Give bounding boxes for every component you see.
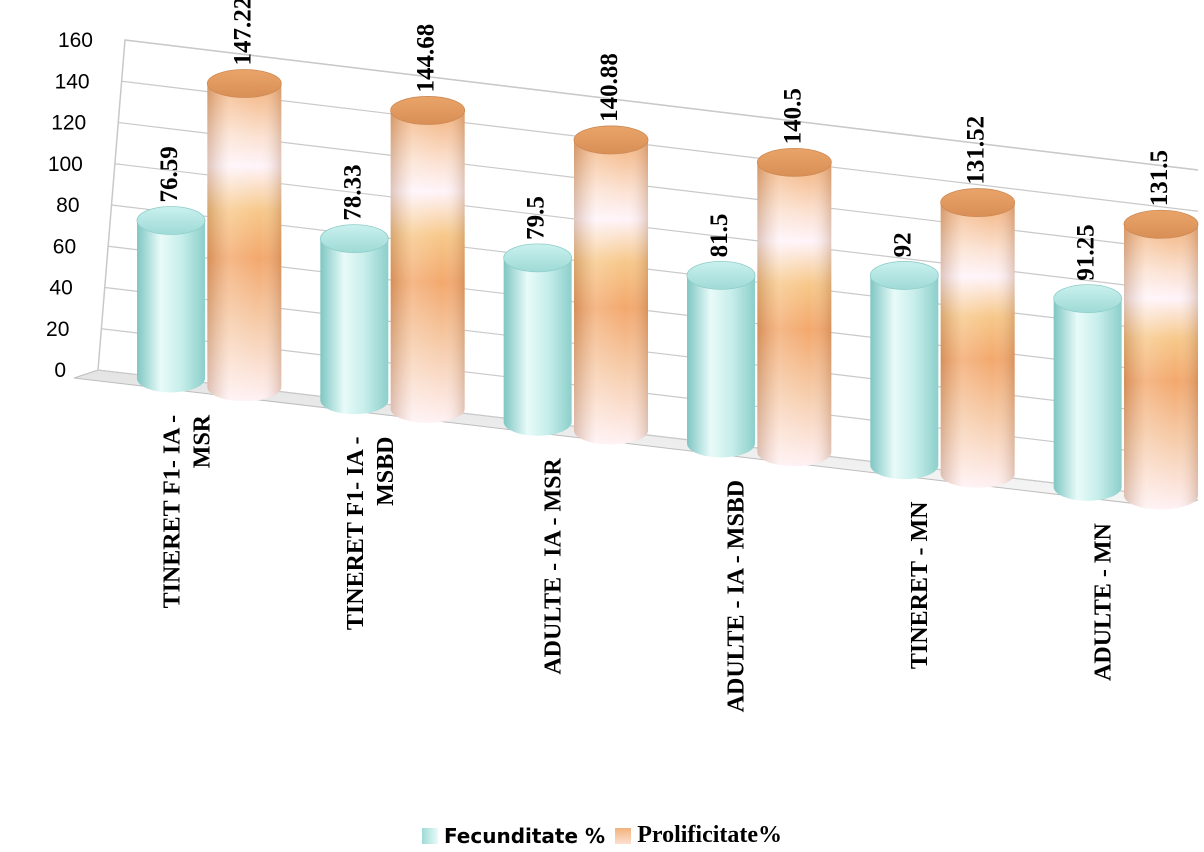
gridline	[101, 328, 1199, 460]
bar-fecunditate	[136, 206, 206, 393]
y-tick-label: 140	[55, 70, 90, 93]
value-label-fecunditate: 91.25	[1073, 224, 1100, 280]
category-label: ADULTE - IA - MSBD	[724, 480, 750, 713]
bar-fecunditate	[319, 224, 389, 415]
legend-label-prolificitate: Prolificitate%	[637, 822, 783, 848]
value-label-prolificitate: 140.88	[596, 53, 623, 122]
y-tick-label: 120	[51, 112, 86, 135]
gridline	[104, 286, 1199, 419]
gridline	[118, 121, 1199, 254]
y-tick-label: 80	[56, 194, 79, 217]
gridline	[124, 39, 1199, 171]
category-label: TINERET F1- IA -	[343, 436, 369, 630]
value-label-prolificitate: 147.22	[229, 0, 256, 66]
gridline	[108, 245, 1199, 377]
bar-prolificitate	[756, 147, 832, 467]
category-label: MSBD	[373, 437, 399, 506]
y-tick-label: 20	[46, 318, 69, 341]
value-label-fecunditate: 78.33	[339, 164, 366, 220]
y-tick-label: 40	[49, 277, 72, 300]
category-label: ADULTE - MN	[1090, 523, 1116, 681]
gridline	[114, 163, 1199, 295]
value-labels: 76.59 147.22 78.33 144.68 79.5 140.88 81.5 140.…	[156, 0, 1173, 281]
value-label-prolificitate: 131.5	[1146, 150, 1173, 206]
value-label-prolificitate: 144.68	[413, 24, 440, 93]
y-axis: 0 20 40 60 80 100 120 140 160	[46, 29, 93, 382]
category-label: MSR	[190, 414, 216, 468]
legend: Fecunditate % Prolificitate%	[0, 822, 1204, 850]
y-tick-label: 0	[54, 359, 66, 382]
y-tick-label: 60	[53, 235, 76, 258]
category-label: ADULTE - IA - MSR	[540, 458, 566, 675]
category-label: TINERET - MN	[907, 501, 933, 669]
value-label-fecunditate: 92	[889, 232, 916, 257]
legend-item-prolificitate: Prolificitate%	[615, 822, 782, 849]
legend-swatch-prolificitate	[615, 827, 632, 844]
bar-fecunditate	[503, 243, 573, 436]
gridline	[121, 80, 1199, 212]
y-tick-label: 100	[48, 153, 83, 176]
bar-prolificitate	[940, 188, 1016, 488]
x-axis: TINERET F1- IA - MSR TINERET F1- IA - MSBD A…	[160, 414, 1117, 712]
legend-item-fecunditate: Fecunditate %	[421, 823, 606, 848]
bar-prolificitate	[390, 96, 466, 423]
gridline	[111, 204, 1199, 336]
bar-prolificitate	[573, 125, 649, 445]
bar-fecunditate	[869, 261, 939, 480]
bar-fecunditate	[686, 261, 756, 458]
value-label-fecunditate: 76.59	[156, 146, 183, 202]
value-label-fecunditate: 81.5	[706, 214, 733, 258]
bar-fecunditate	[1053, 284, 1123, 501]
gridline	[97, 369, 1199, 501]
value-label-fecunditate: 79.5	[523, 196, 550, 240]
bar-prolificitate	[206, 69, 282, 402]
value-label-prolificitate: 140.5	[779, 88, 806, 144]
bar-prolificitate	[1123, 209, 1199, 510]
legend-swatch-fecunditate	[421, 827, 438, 844]
bars	[136, 69, 1199, 510]
legend-label-fecunditate: Fecunditate %	[443, 823, 606, 848]
value-label-prolificitate: 131.52	[963, 116, 990, 185]
category-label: TINERET F1- IA -	[160, 415, 186, 609]
y-tick-label: 160	[58, 29, 93, 52]
